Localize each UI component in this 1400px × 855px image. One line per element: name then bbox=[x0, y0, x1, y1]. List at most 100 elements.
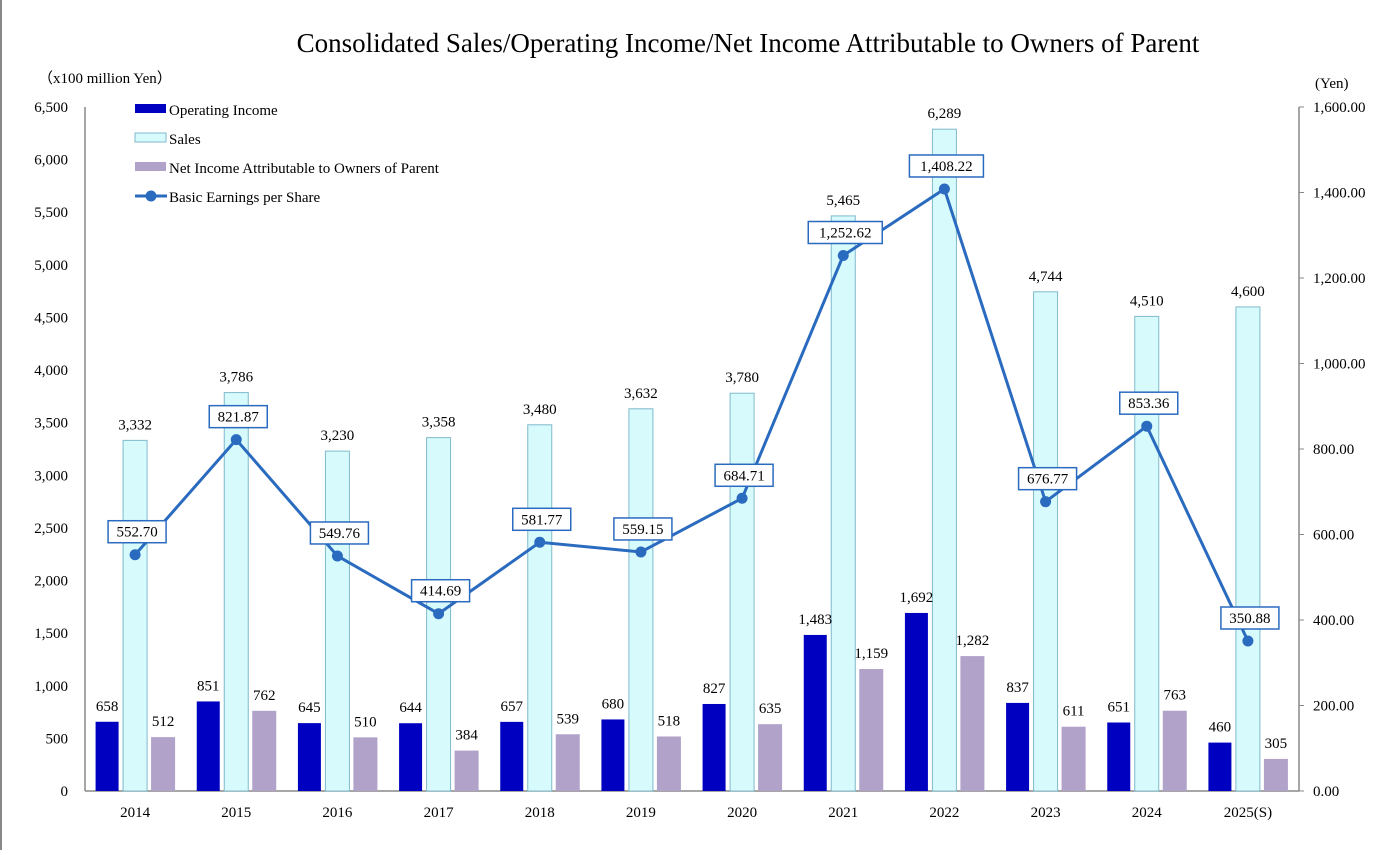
net-income-data-label: 763 bbox=[1164, 688, 1187, 704]
net-income-bar bbox=[859, 669, 884, 791]
eps-data-label: 676.77 bbox=[1027, 472, 1069, 488]
net-income-data-label: 512 bbox=[152, 714, 175, 730]
sales-bar bbox=[122, 439, 148, 792]
eps-data-label: 581.77 bbox=[521, 512, 563, 528]
net-income-data-label: 611 bbox=[1063, 704, 1085, 720]
right-tick-label: 0.00 bbox=[1313, 784, 1339, 800]
operating-income-bar bbox=[1208, 742, 1232, 791]
sales-bar bbox=[729, 392, 755, 792]
x-tick-label: 2021 bbox=[828, 805, 858, 821]
eps-point bbox=[433, 608, 445, 620]
eps-label-box bbox=[410, 578, 471, 603]
eps-data-label: 350.88 bbox=[1229, 611, 1270, 627]
eps-label-box bbox=[107, 519, 167, 544]
operating-income-bar bbox=[1107, 722, 1131, 791]
net-income-data-label: 1,159 bbox=[854, 646, 888, 662]
x-tick-label: 2025(S) bbox=[1224, 805, 1272, 821]
left-tick-label: 2,000 bbox=[34, 574, 68, 590]
x-tick-label: 2017 bbox=[424, 805, 455, 821]
eps-data-label: 1,408.22 bbox=[920, 159, 973, 175]
eps-point bbox=[736, 492, 748, 504]
operating-income-bar bbox=[297, 723, 321, 791]
net-income-legend-swatch bbox=[135, 162, 166, 171]
eps-label-box bbox=[1220, 606, 1280, 630]
sales-data-label: 4,744 bbox=[1029, 269, 1063, 285]
sales-data-label: 3,358 bbox=[422, 415, 456, 431]
left-tick-label: 2,500 bbox=[34, 521, 68, 537]
sales-legend-swatch bbox=[134, 132, 167, 143]
sales-bar bbox=[1134, 315, 1160, 792]
right-tick-label: 600.00 bbox=[1313, 528, 1354, 544]
net-income-bar bbox=[151, 737, 176, 791]
operating-income-data-label: 460 bbox=[1209, 720, 1232, 736]
eps-label-box bbox=[309, 521, 370, 545]
eps-point bbox=[534, 536, 546, 548]
sales-data-label: 3,780 bbox=[725, 370, 759, 386]
net-income-data-label: 635 bbox=[759, 701, 782, 717]
left-tick-label: 1,000 bbox=[34, 679, 68, 695]
eps-label-box bbox=[1119, 391, 1179, 415]
operating-income-bar bbox=[904, 612, 928, 791]
sales-data-label: 4,510 bbox=[1130, 293, 1164, 309]
left-axis-unit: （x100 million Yen） bbox=[38, 70, 172, 87]
legend-label: Sales bbox=[169, 132, 201, 148]
operating-income-bar bbox=[702, 703, 726, 791]
left-tick-label: 1,500 bbox=[34, 626, 68, 642]
eps-label-box bbox=[908, 154, 985, 178]
left-tick-label: 0 bbox=[61, 784, 69, 800]
eps-point bbox=[938, 183, 950, 195]
eps-data-label: 1,252.62 bbox=[819, 226, 872, 242]
net-income-data-label: 1,282 bbox=[956, 633, 990, 649]
eps-data-label: 414.69 bbox=[420, 584, 461, 600]
net-income-data-label: 518 bbox=[658, 713, 681, 729]
right-tick-label: 1,200.00 bbox=[1313, 271, 1366, 287]
eps-point bbox=[331, 550, 343, 562]
net-income-bar bbox=[454, 750, 479, 791]
sales-data-label: 3,632 bbox=[624, 386, 658, 402]
eps-label-box bbox=[512, 507, 572, 532]
eps-label-box bbox=[208, 404, 268, 429]
net-income-bar bbox=[555, 734, 580, 791]
eps-point bbox=[129, 549, 141, 561]
left-tick-label: 3,000 bbox=[34, 468, 68, 484]
net-income-bar bbox=[960, 656, 985, 791]
sales-data-label: 6,289 bbox=[928, 106, 962, 122]
sales-data-label: 3,480 bbox=[523, 402, 557, 418]
x-tick-label: 2023 bbox=[1031, 805, 1061, 821]
eps-data-label: 549.76 bbox=[319, 526, 361, 542]
left-tick-label: 3,500 bbox=[34, 416, 68, 432]
net-income-data-label: 384 bbox=[455, 728, 478, 744]
sales-bar bbox=[1033, 291, 1059, 792]
operating-income-legend-swatch bbox=[135, 104, 166, 113]
net-income-data-label: 305 bbox=[1265, 736, 1288, 752]
sales-bar bbox=[830, 215, 856, 792]
operating-income-bar bbox=[1006, 702, 1030, 791]
net-income-data-label: 539 bbox=[557, 711, 580, 727]
x-tick-label: 2015 bbox=[221, 805, 251, 821]
eps-point bbox=[1242, 635, 1254, 647]
legend-label: Basic Earnings per Share bbox=[169, 190, 321, 206]
operating-income-data-label: 645 bbox=[298, 700, 321, 716]
right-tick-label: 200.00 bbox=[1313, 699, 1354, 715]
operating-income-bar bbox=[196, 701, 220, 791]
left-tick-label: 4,500 bbox=[34, 310, 68, 326]
eps-legend-marker bbox=[145, 190, 157, 202]
sales-bar bbox=[628, 408, 654, 792]
operating-income-data-label: 644 bbox=[399, 700, 422, 716]
eps-point bbox=[1040, 496, 1052, 508]
eps-point bbox=[635, 546, 647, 558]
operating-income-bar bbox=[399, 723, 423, 791]
operating-income-data-label: 1,692 bbox=[900, 590, 934, 606]
net-income-bar bbox=[1162, 710, 1187, 791]
right-axis-unit: (Yen) bbox=[1315, 76, 1348, 92]
operating-income-data-label: 651 bbox=[1108, 699, 1131, 715]
left-tick-label: 6,500 bbox=[34, 100, 68, 116]
operating-income-data-label: 658 bbox=[96, 699, 119, 715]
sales-bar bbox=[931, 128, 957, 792]
x-tick-label: 2022 bbox=[929, 805, 959, 821]
right-tick-label: 1,400.00 bbox=[1313, 186, 1366, 202]
net-income-bar bbox=[758, 724, 783, 791]
net-income-bar bbox=[252, 710, 277, 791]
net-income-bar bbox=[353, 737, 378, 791]
